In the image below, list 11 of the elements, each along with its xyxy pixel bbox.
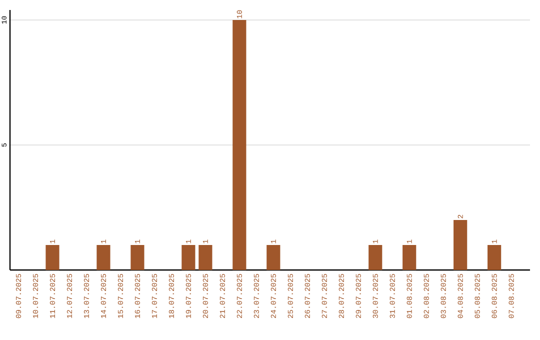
bar xyxy=(46,245,60,270)
bar xyxy=(96,245,110,270)
bar xyxy=(266,245,280,270)
bar xyxy=(198,245,212,270)
bar xyxy=(232,20,246,270)
bar xyxy=(402,245,416,270)
bar xyxy=(488,245,502,270)
bar xyxy=(368,245,382,270)
bar xyxy=(130,245,144,270)
bar xyxy=(454,220,468,270)
bar xyxy=(182,245,196,270)
